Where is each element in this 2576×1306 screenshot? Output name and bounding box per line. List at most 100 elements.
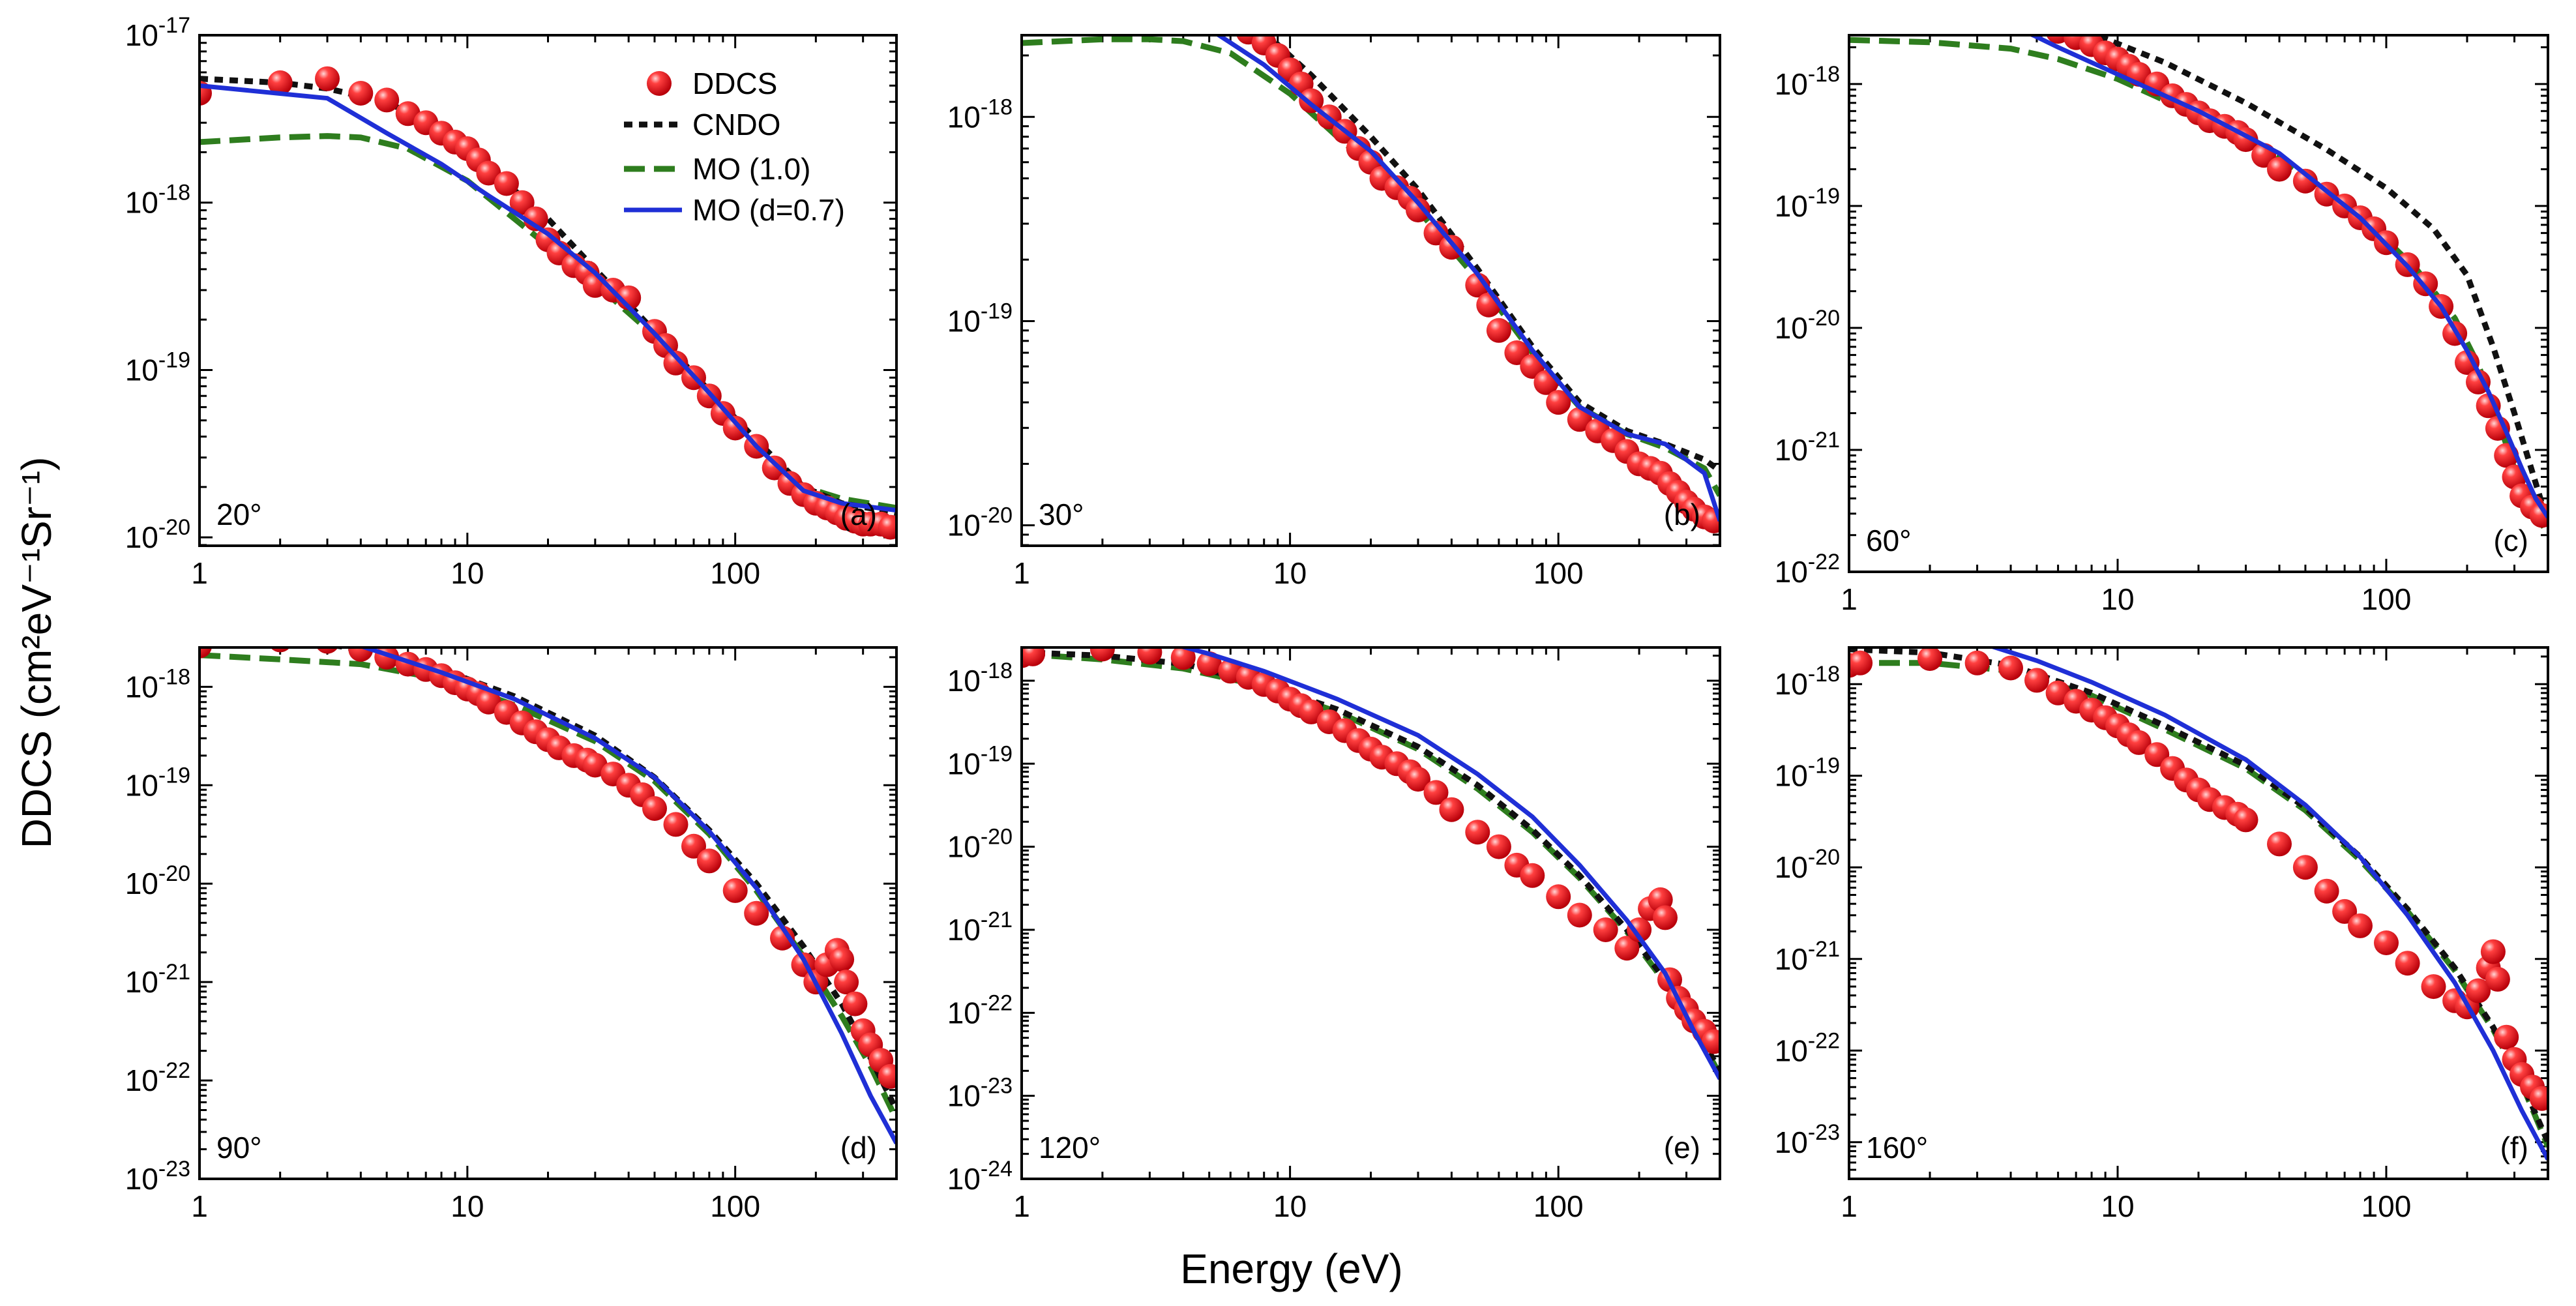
y-tick-label: 10-22 [947,990,1013,1030]
ddcs-point [2332,898,2358,924]
x-tick-label: 100 [2361,1189,2412,1223]
series-cndo-line [1263,35,1720,473]
tick-base: 10 [947,747,981,780]
plot-area-f [1849,647,2548,1161]
x-tick-label: 10 [451,1189,484,1223]
ddcs-point [1137,647,1162,665]
tick-exponent: -22 [1808,550,1840,574]
ddcs-point [829,947,855,972]
y-tick-label: 10-18 [947,95,1013,134]
y-tick-label: 10-19 [125,763,190,802]
tick-exponent: -19 [1808,184,1840,209]
tick-exponent: -20 [981,825,1013,850]
plot-area-c [1837,10,2548,537]
tick-exponent: -18 [158,181,190,205]
y-tick-label: 10-17 [125,13,190,52]
x-tick-label: 1 [1841,1189,1858,1223]
ddcs-point [1406,198,1430,223]
ddcs-point [1197,0,1222,18]
y-tick-label: 10-20 [125,861,190,900]
ddcs-point [722,878,748,903]
ddcs-point [1486,834,1511,859]
x-tick-label: 100 [710,556,760,590]
plot-area-e [1022,647,1720,1080]
tick-exponent: -18 [981,659,1013,683]
tick-exponent: -21 [1808,428,1840,453]
tick-base: 10 [1775,942,1808,976]
ddcs-point [1439,797,1464,822]
series-mo1-line [200,133,896,511]
panel-label: (d) [840,1131,877,1165]
tick-base: 10 [125,965,158,999]
y-tick-label: 10-21 [1775,428,1840,467]
ddcs-point [1917,647,1942,671]
series-cndo-line [1849,647,2548,1144]
ddcs-point [1998,655,2023,681]
ddcs-point [1009,1,1034,26]
tick-base: 10 [947,664,981,698]
ddcs-point [1089,647,1115,662]
tick-exponent: -18 [1808,62,1840,87]
tick-base: 10 [125,353,158,387]
y-tick-label: 10-21 [1775,937,1840,976]
panel-label: (b) [1664,497,1700,531]
x-tick-label: 10 [1273,556,1307,590]
ddcs-point [1849,650,1873,675]
tick-exponent: -21 [158,960,190,985]
ddcs-point [1423,780,1449,805]
ddcs-point [834,970,859,995]
ddcs-point [1546,884,1571,910]
ddcs-point [1964,650,1990,675]
ddcs-point [1837,10,1861,35]
x-tick-label: 1 [191,556,208,590]
tick-exponent: -22 [1808,1028,1840,1053]
tick-base: 10 [125,1162,158,1196]
ddcs-point [1701,509,1720,533]
x-tick-label: 1 [1013,556,1030,590]
ddcs-point [842,991,868,1017]
axes-frame [1848,34,2549,573]
y-tick-label: 10-19 [1775,184,1840,223]
series-cndo-line [328,647,896,1112]
x-tick-label: 10 [1273,1189,1307,1223]
ddcs-point [374,87,400,113]
y-tick-label: 10-24 [947,1157,1013,1196]
ddcs-point [2267,156,2292,182]
ddcs-point [663,812,688,837]
ddcs-point [509,190,535,215]
legend-ddcs-label: DDCS [692,67,777,100]
ddcs-point [267,70,293,95]
ddcs-point [1593,917,1618,942]
tick-base: 10 [1775,1125,1808,1159]
x-tick-label: 1 [1841,582,1858,616]
ddcs-point [1546,390,1571,415]
angle-label: 120° [1039,1131,1101,1165]
ddcs-point [1022,647,1045,666]
legend: DDCS CNDO MO (1.0) MO (d=0.7) [624,67,845,227]
series-mo07-line [357,647,896,1145]
ddcs-point [2314,878,2339,904]
ddcs-point [2421,974,2446,1000]
ddcs-point [2476,393,2501,419]
tick-base: 10 [125,18,158,52]
ddcs-point [2233,807,2258,833]
ddcs-point [2494,1024,2519,1050]
plot-area-b [1009,0,1720,533]
y-tick-label: 10-22 [1775,550,1840,589]
ddcs-point [770,925,795,951]
tick-base: 10 [125,1063,158,1097]
tick-base: 10 [947,1162,981,1196]
tick-base: 10 [1775,311,1808,345]
ddcs-point [2348,913,2373,938]
series-mo07-line [200,83,896,513]
series-mo07-line [2028,35,2548,519]
ddcs-point [663,350,688,376]
legend-cndo-label: CNDO [692,108,780,141]
y-tick-label: 10-18 [1775,62,1840,101]
x-tick-label: 1 [191,1189,208,1223]
ddcs-point [1486,318,1511,343]
